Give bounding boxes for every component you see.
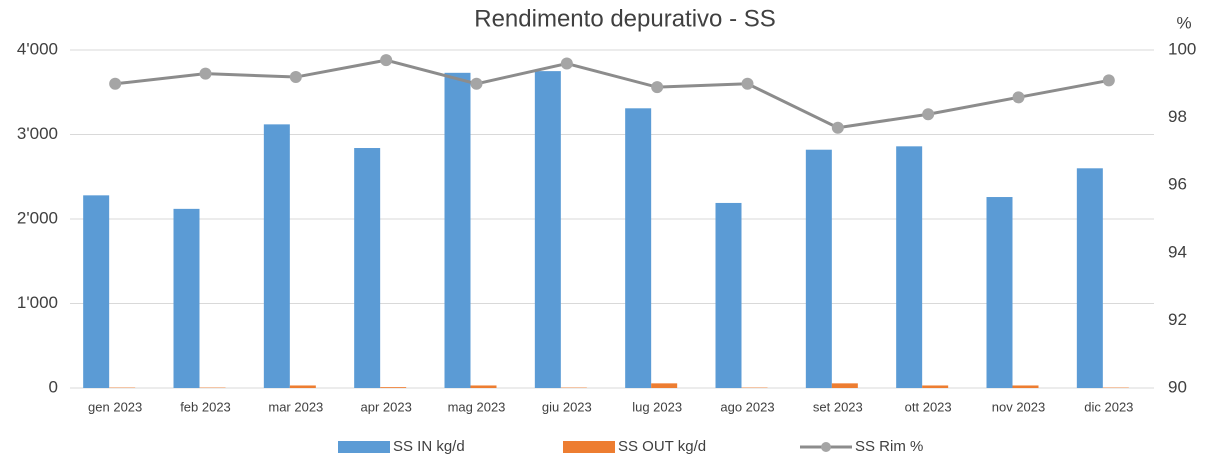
y-tick-label: 2'000 bbox=[17, 208, 58, 227]
line-marker bbox=[561, 58, 573, 70]
bar bbox=[354, 148, 380, 388]
x-tick-label: dic 2023 bbox=[1084, 399, 1133, 414]
y2-tick-label: 96 bbox=[1168, 175, 1187, 194]
x-tick-label: nov 2023 bbox=[992, 399, 1046, 414]
legend-label: SS Rim % bbox=[855, 438, 923, 455]
line-marker bbox=[1013, 91, 1025, 103]
bar bbox=[290, 385, 316, 388]
legend-label: SS OUT kg/d bbox=[618, 438, 706, 455]
bar bbox=[987, 197, 1013, 388]
y-tick-label: 0 bbox=[49, 377, 58, 396]
line-marker bbox=[742, 78, 754, 90]
y2-tick-label: 94 bbox=[1168, 242, 1187, 261]
line bbox=[115, 60, 1109, 128]
bar bbox=[445, 73, 471, 388]
y2-tick-label: 90 bbox=[1168, 377, 1187, 396]
x-tick-label: set 2023 bbox=[813, 399, 863, 414]
bar bbox=[380, 387, 406, 388]
bar bbox=[83, 195, 109, 388]
line-marker bbox=[651, 81, 663, 93]
line-marker bbox=[200, 68, 212, 80]
bar bbox=[716, 203, 742, 388]
x-tick-label: ott 2023 bbox=[905, 399, 952, 414]
y2-axis-label: % bbox=[1176, 13, 1191, 32]
bar bbox=[896, 146, 922, 388]
y2-tick-label: 98 bbox=[1168, 107, 1187, 126]
line-marker bbox=[832, 122, 844, 134]
x-tick-label: feb 2023 bbox=[180, 399, 231, 414]
legend-swatch bbox=[563, 441, 615, 453]
y-tick-label: 4'000 bbox=[17, 39, 58, 58]
x-tick-label: mar 2023 bbox=[268, 399, 323, 414]
x-tick-label: lug 2023 bbox=[632, 399, 682, 414]
bar bbox=[832, 383, 858, 388]
bar bbox=[922, 385, 948, 388]
legend-label: SS IN kg/d bbox=[393, 438, 465, 455]
legend-swatch bbox=[338, 441, 390, 453]
line-marker bbox=[380, 54, 392, 66]
x-tick-label: mag 2023 bbox=[448, 399, 506, 414]
line-marker bbox=[922, 108, 934, 120]
bar bbox=[1077, 168, 1103, 388]
y-tick-label: 1'000 bbox=[17, 293, 58, 312]
bar bbox=[1013, 385, 1039, 388]
bar bbox=[471, 385, 497, 388]
bar bbox=[625, 108, 651, 388]
x-tick-label: gen 2023 bbox=[88, 399, 142, 414]
legend-swatch bbox=[821, 442, 831, 452]
bar bbox=[651, 383, 677, 388]
x-tick-label: ago 2023 bbox=[720, 399, 774, 414]
y2-tick-label: 100 bbox=[1168, 39, 1196, 58]
line-marker bbox=[290, 71, 302, 83]
y2-tick-label: 92 bbox=[1168, 310, 1187, 329]
bar bbox=[174, 209, 200, 388]
x-tick-label: giu 2023 bbox=[542, 399, 592, 414]
bar bbox=[806, 150, 832, 388]
x-tick-label: apr 2023 bbox=[361, 399, 412, 414]
y-tick-label: 3'000 bbox=[17, 124, 58, 143]
line-marker bbox=[1103, 74, 1115, 86]
bar bbox=[264, 124, 290, 388]
bar bbox=[535, 71, 561, 388]
line-marker bbox=[109, 78, 121, 90]
chart-title: Rendimento depurativo - SS bbox=[474, 5, 776, 32]
line-marker bbox=[471, 78, 483, 90]
